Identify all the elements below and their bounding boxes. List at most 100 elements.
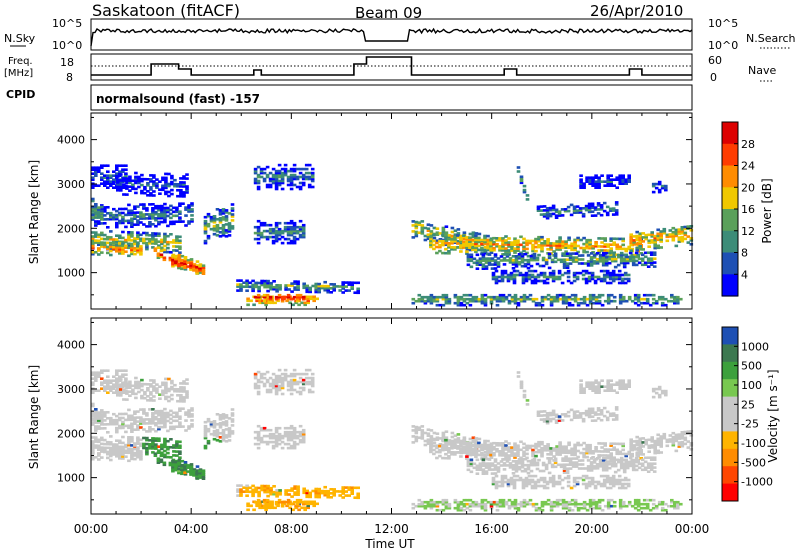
velocity-cell	[134, 382, 138, 386]
velocity-cell	[91, 373, 95, 376]
velocity-cell	[314, 489, 318, 493]
velocity-cell	[534, 446, 538, 450]
power-cell	[462, 299, 467, 303]
power-cell	[441, 228, 446, 232]
power-cell	[171, 262, 175, 266]
power-cell	[614, 275, 619, 279]
power-cell	[423, 299, 428, 303]
velocity-cell	[438, 444, 442, 448]
power-cell	[115, 246, 119, 249]
power-cell	[91, 218, 95, 221]
velocity-cell	[510, 452, 514, 455]
power-cell	[289, 181, 294, 185]
velocity-cell	[256, 386, 261, 390]
power-cell	[426, 227, 431, 230]
power-cell	[447, 297, 452, 301]
power-cell	[597, 178, 601, 181]
power-cell	[136, 219, 140, 222]
velocity-cell	[277, 500, 282, 504]
velocity-cell	[444, 446, 448, 450]
velocity-cell	[286, 426, 291, 430]
power-cell	[638, 232, 642, 235]
velocity-cell	[230, 420, 235, 423]
velocity-cell	[121, 424, 125, 428]
power-cell	[134, 171, 138, 175]
power-cell	[674, 230, 679, 234]
power-cell	[118, 234, 122, 238]
velocity-cell	[190, 415, 194, 418]
power-cell	[119, 189, 123, 192]
power-cell	[259, 221, 264, 225]
velocity-cell	[298, 380, 303, 384]
power-cell	[585, 244, 589, 248]
velocity-cell	[157, 417, 161, 421]
power-cell	[296, 288, 300, 291]
power-cell	[654, 301, 659, 305]
velocity-cell	[115, 443, 119, 446]
velocity-cell	[304, 380, 309, 384]
velocity-cell	[212, 431, 217, 435]
power-cell	[137, 177, 141, 181]
power-cell	[133, 217, 137, 220]
velocity-cell	[441, 433, 446, 437]
power-cell	[273, 301, 277, 305]
power-cell	[459, 246, 463, 249]
velocity-cell	[160, 409, 164, 413]
power-cell	[592, 254, 597, 257]
velocity-cell	[254, 490, 258, 494]
velocity-cell	[128, 384, 132, 388]
velocity-cell	[289, 374, 294, 378]
velocity-cell	[139, 444, 143, 448]
power-cell	[184, 224, 188, 227]
velocity-cell	[274, 392, 279, 396]
velocity-cell	[477, 443, 481, 447]
power-cell	[558, 236, 562, 239]
power-cell	[278, 288, 282, 291]
velocity-cell	[215, 433, 220, 436]
power-cell	[444, 295, 449, 299]
velocity-cell	[268, 502, 273, 506]
power-cell	[540, 247, 544, 251]
power-cell	[634, 263, 639, 267]
velocity-cell	[176, 394, 180, 397]
velocity-cell	[634, 456, 639, 460]
power-cell	[483, 246, 488, 249]
power-cell	[647, 233, 651, 237]
power-cell	[494, 279, 499, 283]
velocity-cell	[323, 489, 327, 493]
power-cell	[670, 293, 674, 297]
power-cell	[274, 223, 279, 227]
velocity-cell	[292, 426, 297, 430]
power-cell	[676, 299, 680, 303]
velocity-cell	[529, 459, 534, 463]
power-cell	[622, 261, 627, 265]
power-cell	[286, 221, 291, 225]
power-cell	[568, 254, 573, 257]
power-cell	[670, 299, 674, 303]
velocity-cell	[595, 467, 600, 470]
velocity-cell	[582, 453, 586, 457]
power-cell	[453, 233, 458, 236]
velocity-cell	[118, 424, 122, 428]
power-cell	[177, 253, 182, 257]
power-cell	[189, 262, 193, 265]
velocity-cell	[426, 440, 431, 443]
power-cell	[100, 208, 104, 211]
velocity-cell	[106, 375, 110, 378]
power-cell	[543, 295, 548, 299]
velocity-cell	[435, 436, 440, 439]
power-cell	[112, 247, 116, 251]
power-cell	[478, 259, 483, 262]
velocity-cell	[289, 372, 294, 376]
power-cell	[604, 259, 609, 263]
velocity-cell	[444, 456, 448, 460]
power-cell	[597, 301, 602, 305]
power-cell	[462, 297, 467, 301]
velocity-cell	[600, 442, 604, 445]
power-cell	[186, 259, 191, 262]
power-cell	[289, 241, 294, 245]
velocity-cell	[157, 425, 161, 429]
power-cell	[275, 288, 279, 291]
power-cell	[118, 248, 122, 251]
